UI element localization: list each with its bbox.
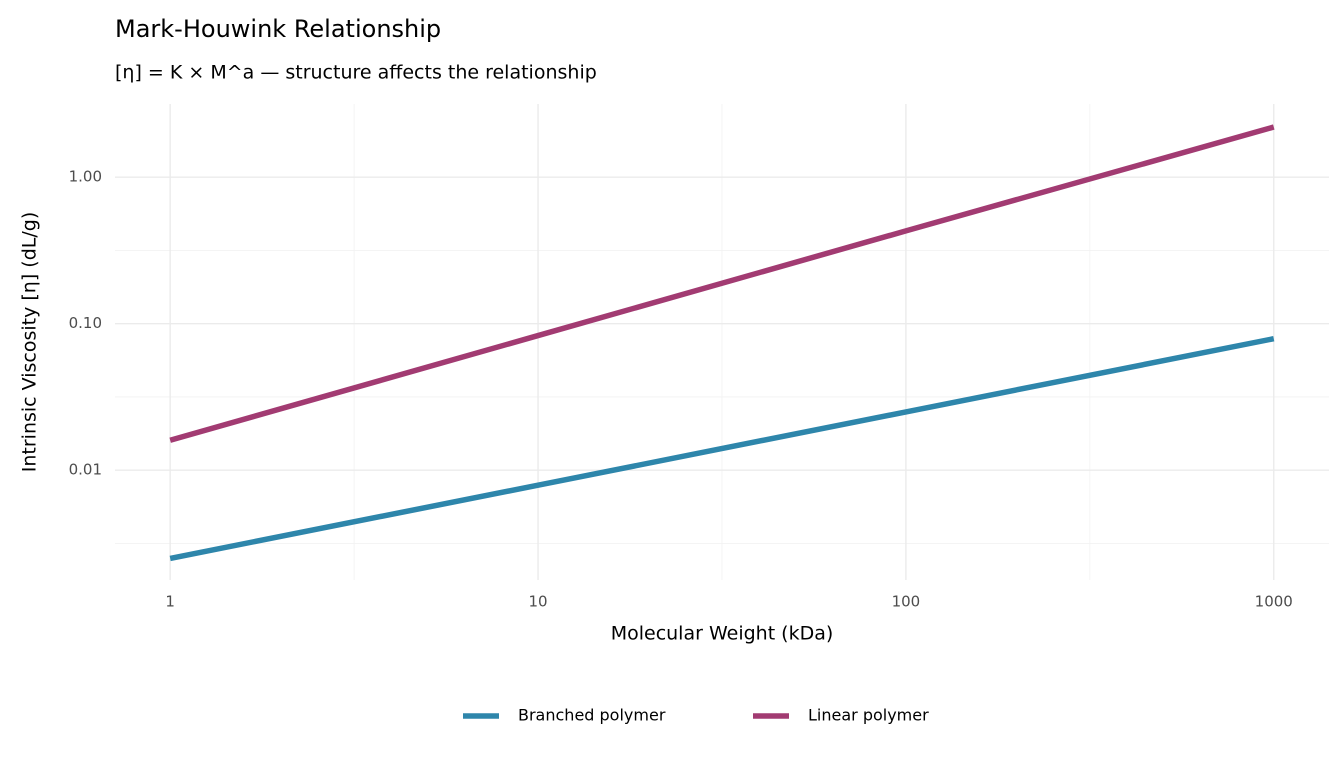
- x-tick-label: 1: [165, 593, 175, 611]
- line: [169, 124, 1275, 443]
- line: [169, 335, 1275, 562]
- legend-label: Linear polymer: [808, 706, 929, 725]
- chart-title: Mark-Houwink Relationship: [115, 15, 441, 43]
- y-tick-label: 0.10: [69, 314, 102, 332]
- y-axis-title: Intrinsic Viscosity [η] (dL/g): [19, 212, 41, 472]
- legend-label: Branched polymer: [518, 706, 666, 725]
- x-tick-label: 100: [892, 593, 921, 611]
- chart-subtitle: [η] = K × M^a — structure affects the re…: [115, 62, 597, 84]
- x-tick-label: 1000: [1255, 593, 1293, 611]
- plot: [169, 124, 1275, 562]
- x-axis-title: Molecular Weight (kDa): [611, 623, 834, 645]
- grid: [115, 104, 1329, 580]
- y-tick-label: 1.00: [69, 168, 102, 186]
- x-tick-label: 10: [528, 593, 547, 611]
- y-tick-label: 0.01: [69, 461, 102, 479]
